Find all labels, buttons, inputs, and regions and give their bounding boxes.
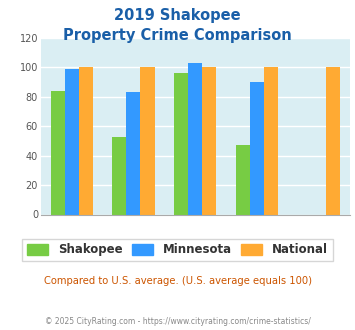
Bar: [126, 92, 141, 214]
Text: Compared to U.S. average. (U.S. average equals 100): Compared to U.S. average. (U.S. average …: [44, 276, 311, 285]
Bar: [202, 67, 216, 214]
Bar: [79, 67, 93, 214]
Bar: [326, 67, 340, 214]
Bar: [65, 69, 79, 215]
Text: © 2025 CityRating.com - https://www.cityrating.com/crime-statistics/: © 2025 CityRating.com - https://www.city…: [45, 317, 310, 326]
Bar: [141, 67, 154, 214]
Bar: [188, 63, 202, 214]
Bar: [236, 145, 250, 214]
Bar: [113, 137, 126, 214]
Text: Property Crime Comparison: Property Crime Comparison: [63, 28, 292, 43]
Bar: [51, 91, 65, 214]
Legend: Shakopee, Minnesota, National: Shakopee, Minnesota, National: [22, 239, 333, 261]
Bar: [264, 67, 278, 214]
Text: 2019 Shakopee: 2019 Shakopee: [114, 8, 241, 23]
Bar: [174, 73, 188, 214]
Bar: [250, 82, 264, 214]
